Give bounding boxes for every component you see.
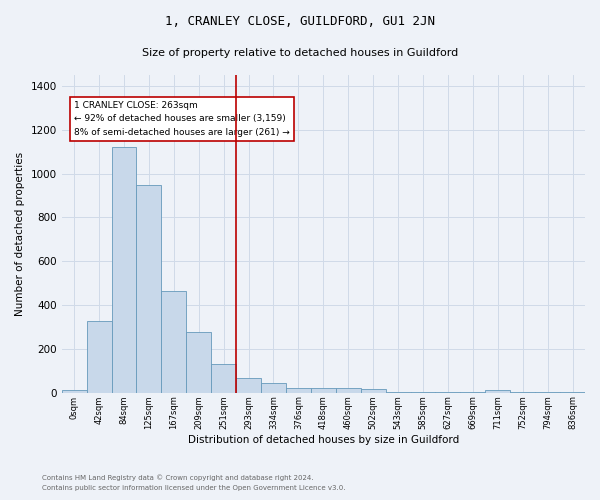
Bar: [161, 291, 186, 392]
Bar: [261, 383, 286, 392]
Bar: [112, 148, 136, 392]
Bar: [286, 388, 311, 392]
Bar: [361, 390, 386, 392]
Bar: [86, 322, 112, 392]
Text: 1, CRANLEY CLOSE, GUILDFORD, GU1 2JN: 1, CRANLEY CLOSE, GUILDFORD, GU1 2JN: [165, 15, 435, 28]
Text: Contains public sector information licensed under the Open Government Licence v3: Contains public sector information licen…: [42, 485, 346, 491]
Bar: [62, 390, 86, 392]
Bar: [236, 378, 261, 392]
Text: Size of property relative to detached houses in Guildford: Size of property relative to detached ho…: [142, 48, 458, 58]
Bar: [136, 184, 161, 392]
Bar: [485, 390, 510, 392]
X-axis label: Distribution of detached houses by size in Guildford: Distribution of detached houses by size …: [188, 435, 459, 445]
Bar: [186, 332, 211, 392]
Text: Contains HM Land Registry data © Crown copyright and database right 2024.: Contains HM Land Registry data © Crown c…: [42, 474, 314, 481]
Y-axis label: Number of detached properties: Number of detached properties: [15, 152, 25, 316]
Bar: [211, 364, 236, 392]
Text: 1 CRANLEY CLOSE: 263sqm
← 92% of detached houses are smaller (3,159)
8% of semi-: 1 CRANLEY CLOSE: 263sqm ← 92% of detache…: [74, 102, 290, 136]
Bar: [336, 388, 361, 392]
Bar: [311, 388, 336, 392]
